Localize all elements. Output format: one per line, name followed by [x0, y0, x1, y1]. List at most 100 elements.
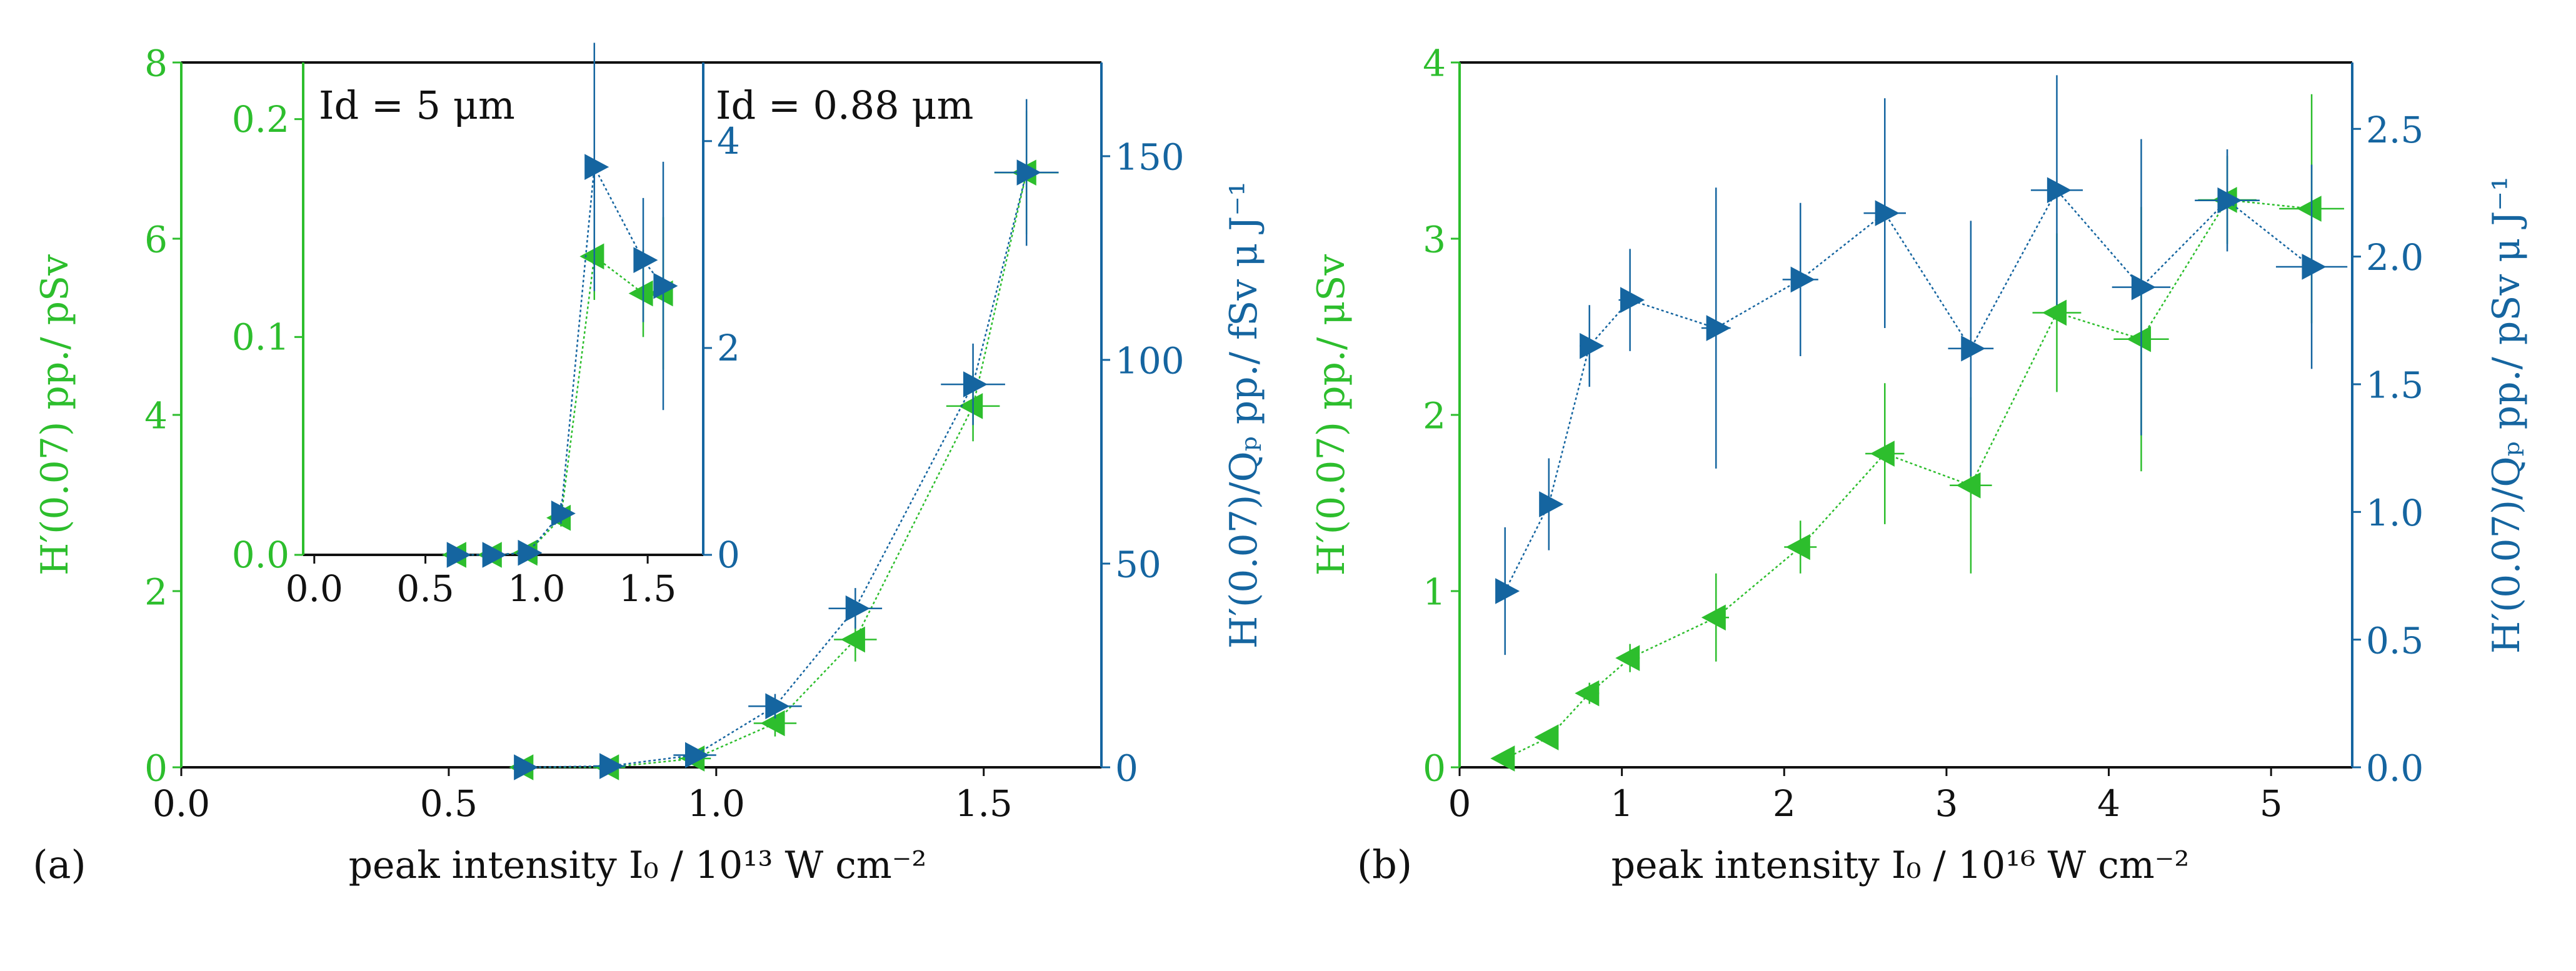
panel-b-tag: (b)	[1357, 842, 1412, 887]
data-point	[1790, 266, 1815, 293]
panel-a-series-blue	[513, 99, 1059, 780]
y-tick-label-left: 4	[144, 395, 168, 437]
x-tick-label: 0	[1448, 782, 1471, 825]
data-point	[1615, 645, 1640, 671]
panel-b-connect-line	[1505, 199, 2312, 760]
y-tick-label-right: 2.5	[2366, 109, 2423, 151]
x-tick-label: 5	[2260, 782, 2283, 825]
x-tick-label: 4	[2097, 782, 2120, 825]
data-point	[2131, 274, 2156, 301]
data-point	[653, 272, 678, 299]
data-point	[446, 542, 471, 568]
y-tick-label-left: 0.2	[232, 98, 289, 141]
data-point	[1016, 159, 1041, 186]
x-tick-label: 0.5	[396, 567, 454, 610]
y-tick-label-right: 0	[1115, 747, 1138, 790]
x-tick-label: 1.5	[619, 567, 676, 610]
y-tick-label-left: 0.1	[232, 316, 289, 358]
y-tick-label-left: 0	[144, 747, 168, 790]
panel-a-inset-background	[303, 62, 703, 555]
data-point	[958, 393, 983, 419]
y-tick-label-left: 2	[1423, 395, 1446, 437]
data-point	[2302, 254, 2327, 280]
data-point	[1706, 315, 1731, 341]
y-tick-label-left: 3	[1423, 219, 1446, 261]
data-point	[518, 539, 543, 566]
y-tick-label-right: 50	[1115, 544, 1161, 586]
data-point	[1620, 287, 1645, 313]
panel-b-series-green	[1490, 94, 2345, 772]
data-point	[599, 753, 624, 779]
panel-a-y-label-left: H′(0.07) pp./ pSv	[33, 254, 77, 575]
panel-b-x-label: peak intensity I₀ / 10¹⁶ W cm⁻²	[1611, 844, 2190, 887]
data-point	[760, 710, 785, 737]
data-point	[840, 626, 865, 653]
x-tick-label: 1.0	[688, 782, 745, 825]
data-point	[1539, 491, 1564, 517]
x-tick-label: 0.0	[153, 782, 210, 825]
data-point	[2127, 326, 2152, 352]
data-point	[579, 243, 604, 270]
data-point	[1575, 680, 1600, 707]
y-tick-label-right: 2	[717, 327, 740, 369]
data-point	[1870, 441, 1895, 467]
x-tick-label: 1.0	[508, 567, 565, 610]
data-point	[551, 500, 576, 527]
x-tick-label: 1.5	[955, 782, 1013, 825]
data-point	[1701, 604, 1726, 631]
data-point	[684, 742, 709, 769]
x-tick-label: 0.0	[286, 567, 343, 610]
data-point	[1956, 472, 1981, 499]
panel-a-y-label-right: H′(0.07)/Qₚ pp./ fSv μ J⁻¹	[1222, 181, 1266, 649]
y-tick-label-left: 2	[144, 571, 168, 614]
x-tick-label: 2	[1773, 782, 1796, 825]
data-point	[2217, 187, 2242, 214]
data-point	[628, 280, 653, 307]
panel-b-y-label-right: H′(0.07)/Qₚ pp./ pSv μ J⁻¹	[2485, 176, 2528, 654]
panel-b-connect-line	[1504, 189, 2312, 592]
data-point	[2042, 299, 2067, 326]
y-tick-label-right: 0	[717, 534, 740, 576]
y-tick-label-right: 1.5	[2366, 364, 2423, 407]
x-tick-label: 3	[1935, 782, 1958, 825]
data-point	[482, 542, 507, 568]
data-point	[2047, 177, 2072, 204]
data-point	[765, 693, 790, 719]
x-tick-label: 0.5	[420, 782, 478, 825]
data-point	[1534, 724, 1559, 750]
data-point	[1785, 534, 1810, 560]
y-tick-label-right: 2.0	[2366, 236, 2423, 279]
data-point	[963, 371, 988, 397]
data-point	[1495, 578, 1520, 604]
data-point	[1875, 200, 1900, 226]
y-tick-label-right: 0.5	[2366, 619, 2423, 662]
inset-annotation: Id = 5 μm	[319, 82, 515, 128]
panel-a-x-label: peak intensity I₀ / 10¹³ W cm⁻²	[349, 844, 927, 887]
panel-a-inset-series-blue	[446, 42, 678, 568]
y-tick-label-right: 0.0	[2366, 747, 2423, 790]
y-tick-label-left: 0.0	[232, 534, 289, 576]
data-point	[1961, 335, 1986, 362]
y-tick-label-right: 1.0	[2366, 492, 2423, 534]
y-tick-label-left: 4	[1423, 42, 1446, 85]
y-tick-label-left: 0	[1423, 747, 1446, 790]
x-tick-label: 1	[1610, 782, 1633, 825]
data-point	[633, 247, 658, 273]
panel-a-annotation: Id = 0.88 μm	[716, 82, 973, 128]
panel-b-series-blue	[1495, 75, 2348, 655]
y-tick-label-right: 150	[1115, 136, 1185, 179]
data-point	[1580, 332, 1605, 359]
panel-a-tag: (a)	[33, 842, 86, 887]
data-point	[1490, 745, 1515, 772]
y-tick-label-left: 8	[144, 42, 168, 85]
panel-b-y-label-left: H′(0.07) pp./ μSv	[1310, 254, 1353, 576]
y-tick-label-right: 100	[1115, 340, 1185, 382]
y-tick-label-left: 1	[1423, 571, 1446, 614]
data-point	[514, 754, 539, 780]
y-tick-label-left: 6	[144, 219, 168, 261]
data-point	[584, 154, 609, 181]
y-tick-label-right: 4	[717, 120, 740, 162]
data-point	[845, 595, 870, 622]
data-point	[2297, 196, 2322, 222]
